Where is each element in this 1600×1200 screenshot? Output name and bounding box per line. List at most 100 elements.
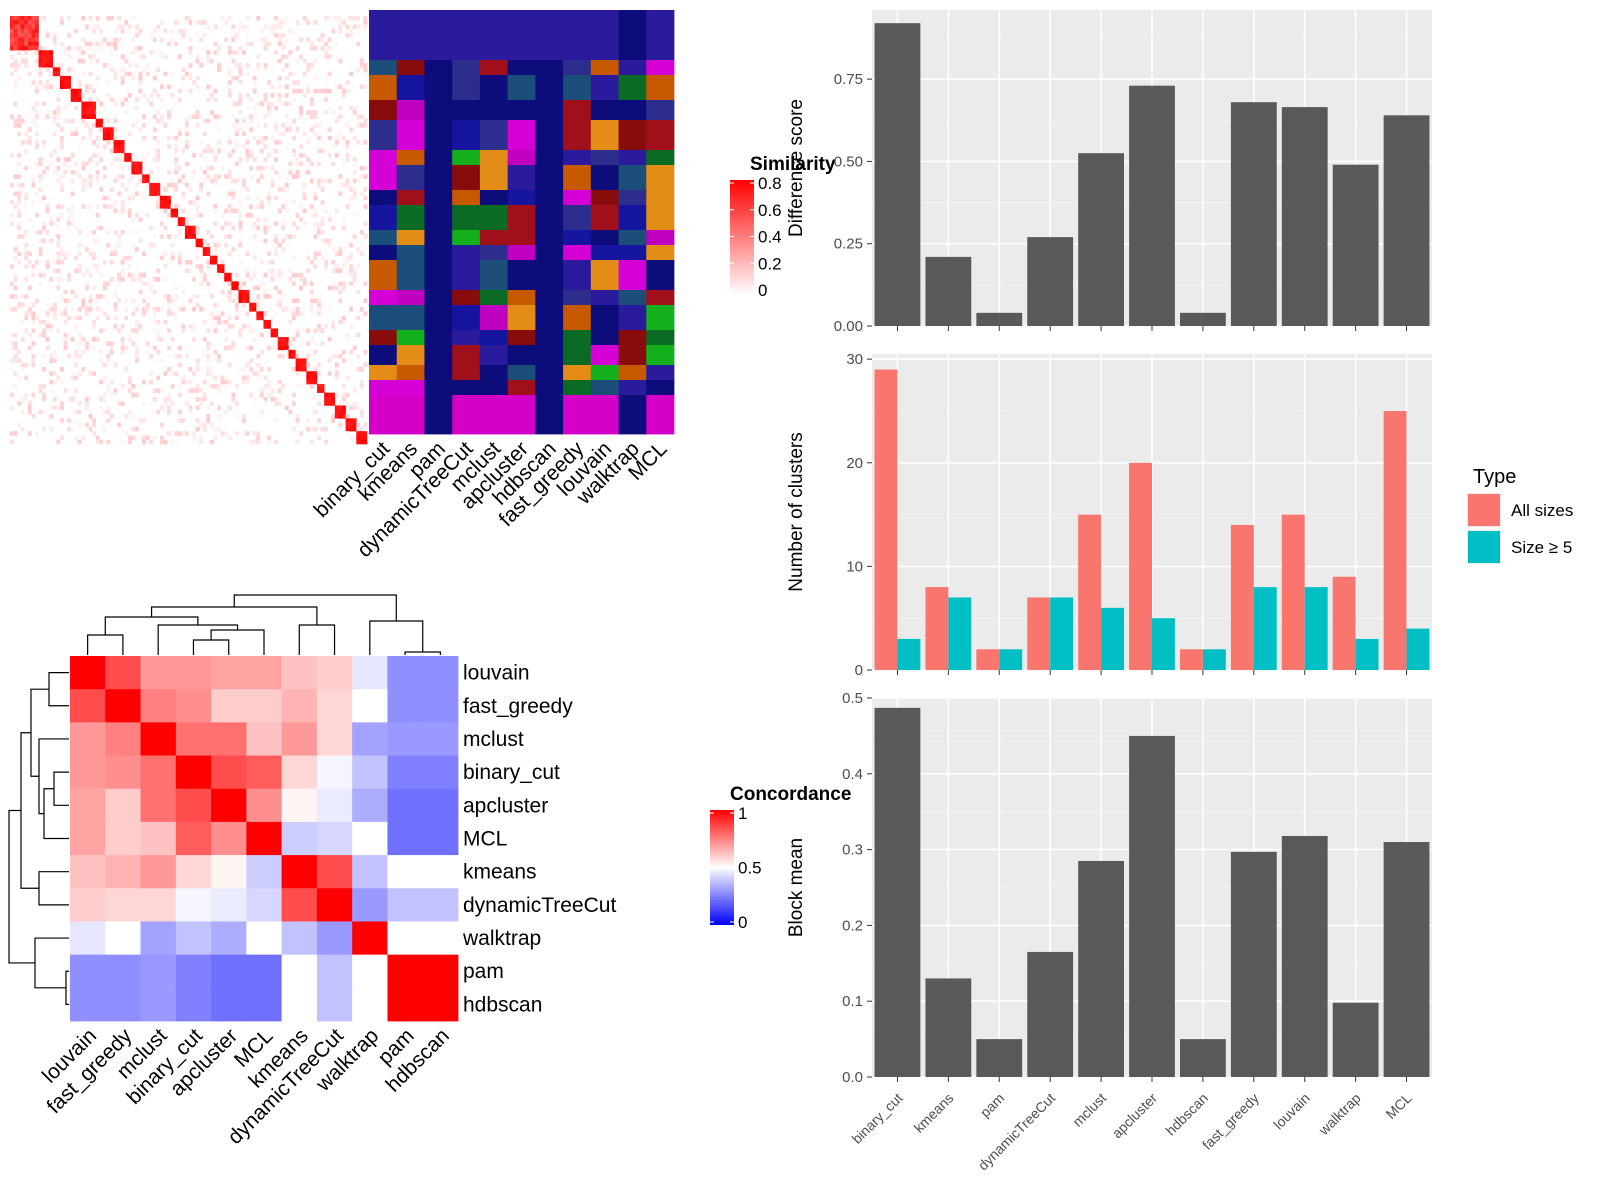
similarity-cell (199, 439, 204, 445)
similarity-cell (342, 281, 346, 286)
similarity-cell (42, 170, 46, 175)
similarity-cell (263, 272, 268, 278)
similarity-cell (109, 379, 114, 385)
similarity-cell (52, 110, 57, 115)
similarity-cell (224, 431, 229, 436)
dendrogram-branch (65, 970, 69, 1006)
similarity-cell (17, 200, 22, 205)
similarity-cell (70, 396, 75, 402)
matrix-cell (646, 205, 675, 231)
similarity-cell (24, 33, 29, 38)
similarity-cell (152, 157, 157, 162)
similarity-cell (67, 396, 71, 402)
similarity-cell (192, 388, 196, 393)
similarity-cell (206, 191, 211, 197)
similarity-cell (317, 307, 321, 312)
similarity-cell (284, 200, 289, 205)
similarity-cell (277, 97, 282, 102)
similarity-cell (77, 174, 82, 179)
similarity-cell (270, 84, 275, 90)
similarity-cell (156, 349, 161, 355)
similarity-cell (52, 349, 57, 355)
similarity-cell (359, 242, 364, 248)
bar-pam-all (976, 649, 1000, 670)
similarity-cell (277, 268, 282, 274)
y-tick-label: 0.0 (842, 1069, 863, 1086)
similarity-cell (181, 289, 186, 295)
similarity-cell (306, 341, 311, 346)
similarity-cell (159, 204, 164, 209)
similarity-cell (338, 28, 343, 34)
matrix-cell (590, 190, 619, 206)
similarity-cell (234, 50, 239, 55)
similarity-cell (356, 67, 361, 72)
matrix-cell (424, 120, 453, 151)
similarity-cell (38, 63, 43, 68)
similarity-cell (295, 298, 300, 304)
similarity-cell (20, 337, 25, 342)
matrix-cell (535, 230, 564, 246)
similarity-cell (120, 230, 125, 235)
similarity-cell (17, 50, 22, 55)
similarity-cell (342, 409, 346, 415)
similarity-cell (213, 174, 218, 179)
similarity-cell (34, 101, 39, 107)
similarity-cell (17, 182, 22, 188)
similarity-cell (324, 110, 329, 115)
x-tick-label: hdbscan (1162, 1090, 1211, 1139)
concordance-cell-binary_cut-dynamicTreeCut (316, 755, 353, 790)
matrix-cell (646, 10, 675, 61)
similarity-cell (106, 358, 111, 363)
similarity-cell (345, 375, 350, 381)
similarity-cell (10, 28, 14, 34)
bar-MCL-all (1383, 410, 1407, 670)
matrix-cell (479, 365, 509, 381)
similarity-cell (77, 80, 82, 85)
matrix-cell (369, 150, 398, 166)
similarity-cell (138, 277, 143, 282)
similarity-cell (267, 345, 271, 351)
similarity-cell (359, 414, 364, 419)
similarity-cell (342, 392, 346, 398)
similarity-cell (113, 388, 118, 393)
similarity-cell (299, 88, 304, 94)
concordance-row-label: MCL (463, 828, 507, 851)
similarity-cell (31, 319, 36, 325)
similarity-cell (252, 114, 257, 120)
similarity-cell (92, 45, 96, 51)
similarity-cell (120, 157, 125, 162)
x-tick-label: kmeans (911, 1090, 957, 1136)
similarity-cell (277, 341, 282, 346)
dendrogram-branch (30, 688, 49, 777)
matrix-cell (590, 230, 619, 246)
similarity-cell (17, 375, 22, 381)
similarity-cell (206, 24, 211, 30)
similarity-cell (38, 161, 43, 167)
similarity-cell (309, 379, 314, 385)
similarity-cell (234, 307, 239, 312)
similarity-cell (138, 80, 143, 85)
matrix-cell (563, 100, 592, 121)
matrix-cell (590, 60, 619, 76)
matrix-cell (452, 345, 481, 366)
similarity-cell (342, 285, 346, 291)
similarity-cell (288, 409, 293, 415)
similarity-cell (170, 28, 175, 34)
similarity-cell (206, 148, 211, 154)
similarity-cell (206, 341, 211, 346)
similarity-cell (67, 418, 71, 423)
similarity-cell (102, 285, 107, 291)
similarity-cell (49, 161, 54, 167)
similarity-cell (209, 366, 214, 372)
similarity-cell (81, 302, 86, 308)
similarity-cell (195, 238, 200, 244)
similarity-cell (113, 41, 118, 47)
similarity-cell (45, 324, 50, 329)
similarity-cell (102, 127, 107, 132)
similarity-cell (149, 187, 154, 192)
similarity-cell (59, 435, 64, 441)
similarity-cell (152, 396, 157, 402)
concordance-cell-MCL-MCL (246, 821, 283, 856)
similarity-cell (195, 405, 200, 411)
similarity-cell (249, 152, 254, 158)
